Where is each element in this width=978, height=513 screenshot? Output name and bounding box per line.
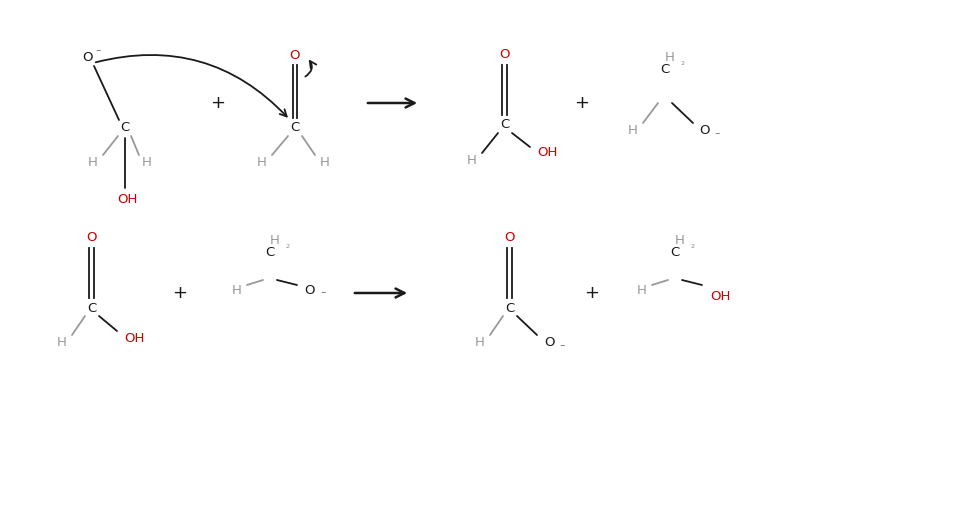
Text: H: H — [320, 156, 330, 169]
Text: O: O — [499, 49, 510, 62]
Text: +: + — [172, 284, 188, 302]
Text: H: H — [270, 234, 280, 247]
Text: H: H — [142, 156, 152, 169]
Text: ⁻: ⁻ — [714, 131, 719, 141]
Text: O: O — [87, 231, 97, 245]
Text: H: H — [675, 234, 685, 247]
Text: O: O — [289, 49, 300, 63]
Text: OH: OH — [116, 193, 137, 207]
Text: H: H — [257, 156, 267, 169]
Text: C: C — [290, 122, 299, 134]
Text: C: C — [265, 247, 275, 260]
Text: H: H — [467, 154, 476, 168]
Text: H: H — [88, 156, 98, 169]
Text: H: H — [628, 125, 638, 137]
Text: ₂: ₂ — [286, 240, 289, 250]
Text: OH: OH — [709, 290, 730, 304]
Text: C: C — [120, 122, 129, 134]
Text: O: O — [304, 284, 315, 297]
Text: O: O — [505, 231, 514, 245]
Text: +: + — [574, 94, 589, 112]
Text: C: C — [505, 302, 514, 314]
Text: C: C — [670, 247, 679, 260]
Text: H: H — [637, 284, 646, 297]
Text: H: H — [664, 51, 674, 65]
Text: OH: OH — [123, 331, 144, 345]
Text: H: H — [57, 337, 67, 349]
Text: +: + — [584, 284, 599, 302]
Text: O: O — [544, 337, 555, 349]
Text: O: O — [699, 125, 709, 137]
Text: ₂: ₂ — [681, 57, 685, 67]
Text: C: C — [87, 302, 97, 314]
Text: OH: OH — [536, 147, 556, 160]
Text: H: H — [474, 337, 484, 349]
Text: C: C — [500, 119, 510, 131]
Text: +: + — [210, 94, 225, 112]
Text: ⁻: ⁻ — [558, 343, 564, 353]
Text: ⁻: ⁻ — [320, 290, 326, 300]
Text: O: O — [83, 51, 93, 65]
Text: ₂: ₂ — [690, 240, 694, 250]
Text: C: C — [660, 64, 669, 76]
Text: ⁻: ⁻ — [95, 48, 101, 58]
Text: H: H — [232, 284, 242, 297]
